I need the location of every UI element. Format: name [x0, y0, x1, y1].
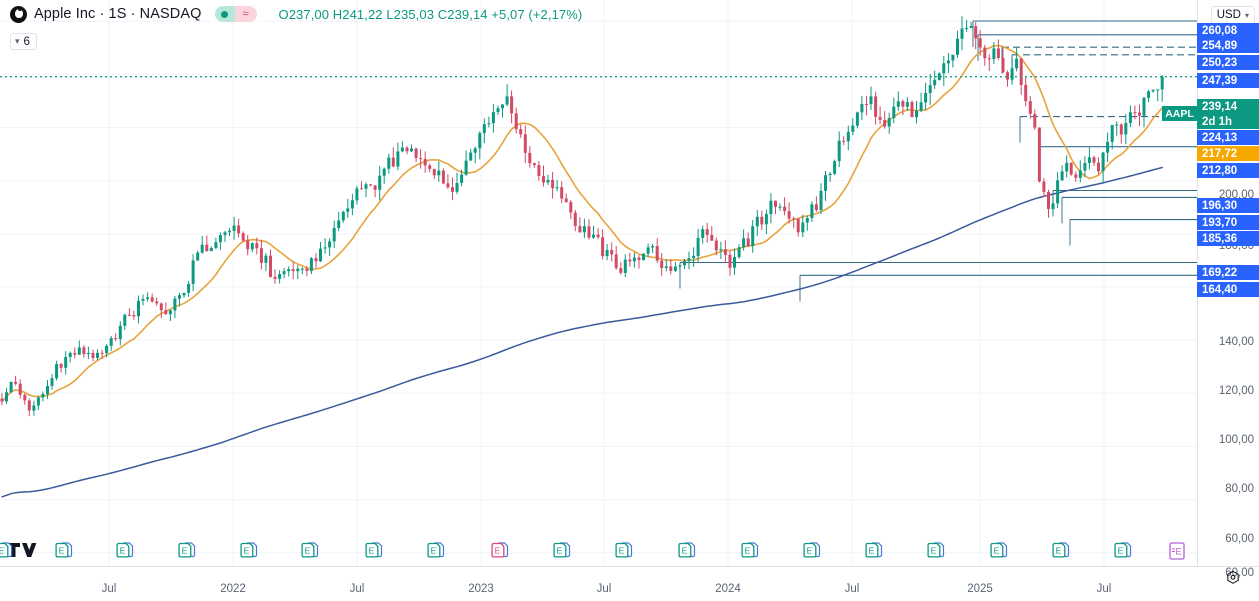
- svg-text:E: E: [994, 546, 1000, 556]
- chart-plot-area[interactable]: [0, 0, 1197, 566]
- time-axis[interactable]: E E E E E E E E E E E E E E E E E E E E Jul 2022 Jul 2023 Jul 20…: [0, 542, 1259, 601]
- svg-text:E: E: [807, 546, 813, 556]
- time-label: 2024: [715, 583, 741, 595]
- earnings-marker-icon[interactable]: E: [423, 541, 449, 561]
- price-level-lines: [0, 20, 1197, 302]
- earnings-marker-icon[interactable]: E: [799, 541, 825, 561]
- price-tick: 100,00: [1218, 434, 1254, 446]
- svg-text:E: E: [431, 546, 437, 556]
- svg-text:E: E: [619, 546, 625, 556]
- symbol-price-tag: AAPL: [1162, 106, 1197, 121]
- svg-text:E: E: [305, 546, 311, 556]
- price-chart-canvas[interactable]: [0, 0, 1197, 566]
- earnings-marker-icon[interactable]: E: [611, 541, 637, 561]
- fast-moving-average-line: [1, 44, 1163, 403]
- earnings-marker-icon[interactable]: E: [549, 541, 575, 561]
- price-level-chip[interactable]: 250,23: [1197, 55, 1259, 70]
- currency-label: USD: [1216, 9, 1241, 21]
- time-label: Jul: [596, 583, 612, 595]
- earnings-marker-icon[interactable]: E: [861, 541, 887, 561]
- price-level-chip[interactable]: 164,40: [1197, 282, 1259, 297]
- price-level-chip[interactable]: 185,36: [1197, 231, 1259, 246]
- bar-countdown: 2d 1h: [1202, 115, 1233, 128]
- svg-text:E: E: [120, 546, 126, 556]
- time-label: 2025: [967, 583, 993, 595]
- chevron-down-icon: ▾: [1244, 10, 1249, 20]
- svg-text:E: E: [369, 546, 375, 556]
- earnings-marker-icon[interactable]: E: [361, 541, 387, 561]
- price-axis[interactable]: USD ▾ 200,00 180,00 140,00 120,00 100,00 80,0…: [1162, 0, 1259, 566]
- time-label: 2022: [220, 583, 246, 595]
- earnings-marker-icon[interactable]: E: [1164, 541, 1190, 561]
- slow-moving-average-line: [1, 166, 1163, 498]
- svg-text:E: E: [1175, 547, 1181, 557]
- svg-text:E: E: [495, 546, 501, 556]
- svg-text:E: E: [0, 546, 5, 556]
- svg-text:E: E: [1056, 546, 1062, 556]
- svg-text:E: E: [931, 546, 937, 556]
- ohlc-values: O237,00 H241,22 L235,03 C239,14 +5,07 (+…: [278, 6, 583, 22]
- svg-text:E: E: [682, 546, 688, 556]
- last-price-chip[interactable]: 239,14 2d 1h: [1197, 99, 1259, 129]
- market-open-dot-icon[interactable]: [214, 6, 235, 22]
- earnings-marker-icon[interactable]: E: [1048, 541, 1074, 561]
- svg-text:E: E: [182, 546, 188, 556]
- time-label: Jul: [844, 583, 860, 595]
- earnings-marker-icon[interactable]: E: [986, 541, 1012, 561]
- delayed-data-icon[interactable]: ≈: [234, 6, 257, 22]
- price-level-chip[interactable]: 254,89: [1197, 38, 1259, 53]
- apple-logo-icon: [10, 5, 27, 23]
- gridlines: [0, 0, 1197, 566]
- svg-text:E: E: [557, 546, 563, 556]
- time-label: Jul: [101, 583, 117, 595]
- interval-label: 6: [23, 35, 30, 48]
- price-level-chip[interactable]: 217,72: [1197, 146, 1259, 161]
- price-level-chip[interactable]: 247,39: [1197, 73, 1259, 88]
- price-level-chip[interactable]: 212,80: [1197, 163, 1259, 178]
- earnings-marker-icon[interactable]: E: [112, 541, 138, 561]
- price-tick: 140,00: [1218, 336, 1254, 348]
- svg-text:E: E: [1118, 546, 1124, 556]
- earnings-marker-icon[interactable]: E: [1110, 541, 1136, 561]
- time-label: Jul: [1096, 583, 1112, 595]
- candlestick-series: [0, 16, 1164, 417]
- earnings-marker-icon[interactable]: E: [674, 541, 700, 561]
- svg-text:E: E: [59, 546, 65, 556]
- svg-text:E: E: [869, 546, 875, 556]
- last-price-value: 239,14: [1202, 101, 1238, 113]
- price-level-chip[interactable]: 196,30: [1197, 198, 1259, 213]
- price-level-chip[interactable]: 193,70: [1197, 215, 1259, 230]
- earnings-marker-icon[interactable]: E: [51, 541, 77, 561]
- symbol-title[interactable]: Apple Inc · 1S · NASDAQ: [34, 6, 202, 22]
- legend-secondary-row: ▾ 6: [10, 31, 37, 50]
- price-level-chip[interactable]: 260,08: [1197, 23, 1259, 38]
- interval-dropdown[interactable]: ▾ 6: [10, 33, 37, 50]
- chart-legend: Apple Inc · 1S · NASDAQ ≈ O237,00 H241,2…: [0, 0, 1259, 52]
- price-tick: 120,00: [1218, 385, 1254, 397]
- earnings-marker-icon[interactable]: E: [297, 541, 323, 561]
- earnings-marker-icon[interactable]: E: [487, 541, 513, 561]
- price-level-chip[interactable]: 169,22: [1197, 265, 1259, 280]
- chevron-down-icon: ▾: [15, 36, 20, 46]
- price-tick: 80,00: [1225, 483, 1254, 495]
- earnings-marker-icon[interactable]: E: [0, 541, 17, 561]
- legend-primary-row: Apple Inc · 1S · NASDAQ ≈ O237,00 H241,2…: [10, 3, 582, 25]
- price-tick: 60,00: [1225, 533, 1254, 545]
- price-level-chip[interactable]: 224,13: [1197, 130, 1259, 145]
- earnings-marker-icon[interactable]: E: [174, 541, 200, 561]
- chart-settings-icon[interactable]: [1225, 570, 1241, 586]
- svg-text:E: E: [244, 546, 250, 556]
- market-status-badges[interactable]: ≈: [214, 6, 257, 22]
- earnings-marker-icon[interactable]: E: [737, 541, 763, 561]
- currency-selector[interactable]: USD ▾: [1210, 6, 1255, 24]
- earnings-marker-icon[interactable]: E: [923, 541, 949, 561]
- svg-text:E: E: [745, 546, 751, 556]
- time-label: Jul: [349, 583, 365, 595]
- time-label: 2023: [468, 583, 494, 595]
- earnings-marker-icon[interactable]: E: [236, 541, 262, 561]
